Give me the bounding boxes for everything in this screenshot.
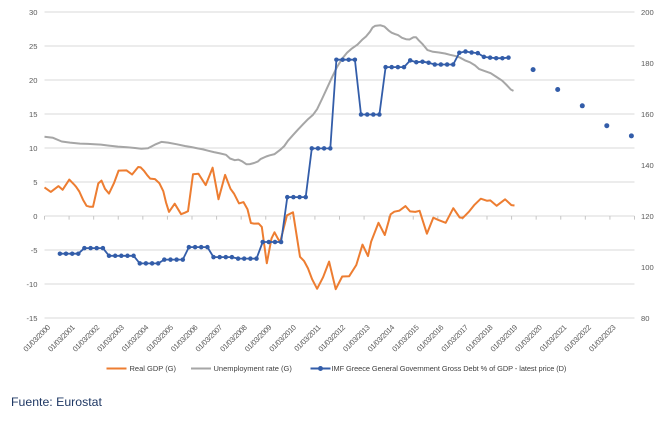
svg-text:25: 25 <box>29 42 37 51</box>
svg-text:120: 120 <box>641 212 654 221</box>
svg-text:80: 80 <box>641 314 649 323</box>
svg-text:-10: -10 <box>27 280 38 289</box>
svg-text:Unemployment rate (G): Unemployment rate (G) <box>214 364 293 373</box>
svg-text:140: 140 <box>641 161 654 170</box>
svg-text:160: 160 <box>641 110 654 119</box>
svg-text:100: 100 <box>641 263 654 272</box>
svg-text:Real GDP (G): Real GDP (G) <box>130 364 177 373</box>
svg-text:-15: -15 <box>27 314 38 323</box>
svg-text:IMF Greece General Government: IMF Greece General Government Gross Debt… <box>332 364 567 373</box>
svg-text:0: 0 <box>33 212 37 221</box>
svg-text:5: 5 <box>33 178 37 187</box>
svg-text:10: 10 <box>29 144 37 153</box>
svg-text:15: 15 <box>29 110 37 119</box>
svg-text:20: 20 <box>29 76 37 85</box>
svg-text:-5: -5 <box>31 246 38 255</box>
svg-text:180: 180 <box>641 59 654 68</box>
svg-text:200: 200 <box>641 8 654 17</box>
svg-text:30: 30 <box>29 8 37 17</box>
svg-text:Fuente: Eurostat: Fuente: Eurostat <box>11 395 102 409</box>
